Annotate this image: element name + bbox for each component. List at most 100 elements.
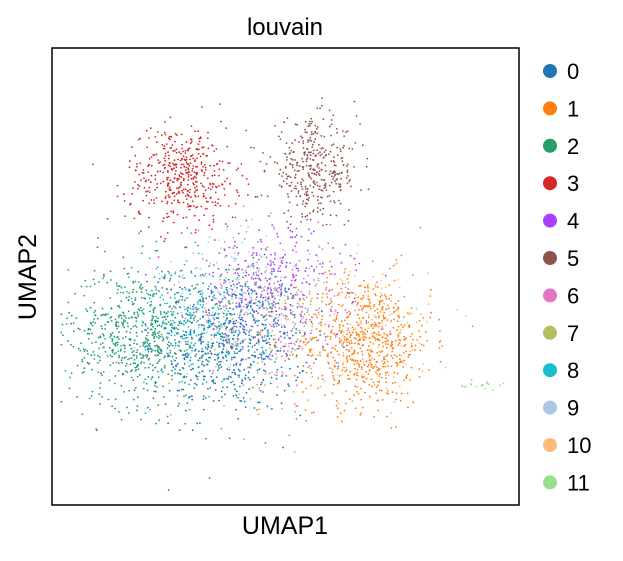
scatter-point-cluster-0	[346, 292, 349, 294]
scatter-point-cluster-2	[150, 319, 153, 322]
scatter-point-cluster-3	[217, 202, 219, 205]
scatter-point-cluster-4	[310, 332, 312, 334]
scatter-point-cluster-1	[356, 371, 359, 374]
scatter-point-cluster-6	[284, 317, 287, 320]
scatter-point-cluster-1	[362, 339, 365, 341]
scatter-point-cluster-5	[355, 115, 358, 117]
scatter-point-cluster-1	[305, 419, 308, 422]
scatter-point-cluster-0	[262, 296, 265, 299]
scatter-point-cluster-1	[360, 368, 363, 370]
scatter-point-cluster-1	[384, 358, 386, 361]
scatter-point-cluster-5	[311, 146, 314, 149]
scatter-point-cluster-2	[150, 350, 153, 353]
scatter-point-cluster-1	[385, 392, 388, 394]
scatter-point-cluster-10	[333, 346, 335, 349]
scatter-point-cluster-1	[397, 344, 400, 346]
scatter-point-cluster-5	[366, 157, 369, 160]
scatter-point-cluster-3	[150, 156, 153, 158]
scatter-point-cluster-4	[247, 287, 250, 290]
scatter-point-cluster-0	[212, 400, 215, 402]
scatter-point-cluster-1	[319, 329, 322, 332]
scatter-point-cluster-10	[354, 309, 357, 312]
scatter-point-cluster-7	[256, 383, 258, 386]
scatter-point-cluster-2	[110, 319, 113, 322]
scatter-point-cluster-3	[166, 212, 169, 215]
scatter-point-cluster-10	[397, 279, 400, 281]
scatter-point-cluster-2	[120, 359, 123, 362]
scatter-point-cluster-6	[300, 310, 303, 313]
scatter-point-cluster-0	[276, 368, 279, 371]
scatter-point-cluster-3	[221, 183, 223, 186]
scatter-point-cluster-4	[306, 218, 308, 221]
scatter-point-cluster-8	[193, 319, 195, 322]
scatter-point-cluster-6	[291, 268, 294, 271]
scatter-point-cluster-3	[188, 208, 191, 211]
scatter-point-cluster-0	[258, 401, 261, 404]
scatter-point-cluster-8	[226, 290, 229, 293]
scatter-point-cluster-3	[206, 177, 209, 180]
scatter-point-cluster-0	[147, 344, 150, 347]
scatter-point-cluster-0	[281, 283, 284, 286]
scatter-point-cluster-5	[320, 178, 323, 181]
scatter-point-cluster-2	[118, 411, 120, 413]
scatter-point-cluster-0	[221, 298, 224, 300]
scatter-point-cluster-2	[86, 332, 89, 335]
scatter-point-cluster-5	[318, 167, 320, 169]
scatter-point-cluster-4	[294, 245, 297, 248]
scatter-point-cluster-5	[303, 193, 306, 196]
scatter-point-cluster-0	[196, 308, 199, 311]
scatter-point-cluster-2	[60, 313, 63, 316]
scatter-point-cluster-0	[243, 326, 246, 328]
scatter-point-cluster-0	[286, 331, 289, 334]
scatter-point-cluster-3	[177, 201, 180, 204]
scatter-point-cluster-2	[102, 313, 105, 316]
scatter-point-cluster-0	[193, 304, 195, 306]
scatter-point-cluster-1	[333, 332, 335, 335]
scatter-point-cluster-7	[260, 256, 263, 258]
scatter-point-cluster-5	[323, 135, 326, 138]
scatter-point-cluster-1	[360, 308, 363, 311]
scatter-point-cluster-1	[361, 350, 363, 353]
scatter-point-cluster-3	[92, 163, 94, 166]
scatter-point-cluster-3	[187, 194, 189, 197]
scatter-point-cluster-1	[375, 333, 378, 336]
scatter-point-cluster-1	[363, 363, 366, 366]
scatter-point-cluster-4	[268, 353, 271, 356]
scatter-point-cluster-5	[332, 160, 335, 162]
scatter-point-cluster-0	[251, 314, 254, 316]
scatter-point-cluster-3	[154, 174, 157, 177]
scatter-point-cluster-4	[245, 219, 248, 222]
scatter-point-cluster-0	[249, 312, 252, 315]
scatter-point-cluster-10	[360, 320, 362, 322]
scatter-point-cluster-5	[286, 156, 288, 159]
scatter-point-cluster-3	[167, 171, 169, 174]
scatter-point-cluster-9	[229, 364, 232, 366]
scatter-point-cluster-4	[244, 298, 247, 301]
scatter-point-cluster-3	[147, 171, 149, 174]
scatter-point-cluster-6	[389, 330, 392, 333]
scatter-point-cluster-5	[300, 183, 302, 186]
scatter-point-cluster-3	[171, 162, 174, 165]
scatter-point-cluster-5	[333, 200, 335, 202]
scatter-point-cluster-1	[374, 293, 376, 296]
scatter-point-cluster-9	[278, 337, 280, 339]
scatter-point-cluster-5	[281, 175, 284, 178]
scatter-point-cluster-10	[342, 334, 344, 336]
scatter-point-cluster-10	[390, 412, 392, 414]
scatter-point-cluster-6	[324, 339, 327, 342]
scatter-point-cluster-3	[167, 151, 170, 154]
scatter-point-cluster-6	[298, 259, 301, 262]
scatter-point-cluster-2	[145, 382, 148, 385]
scatter-point-cluster-2	[128, 292, 131, 294]
scatter-point-cluster-1	[364, 391, 366, 394]
scatter-point-cluster-1	[341, 344, 343, 347]
scatter-point-cluster-3	[247, 193, 249, 196]
scatter-point-cluster-5	[312, 168, 314, 171]
scatter-point-cluster-5	[353, 100, 356, 103]
scatter-point-cluster-5	[340, 177, 342, 180]
scatter-point-cluster-4	[210, 323, 213, 325]
scatter-point-cluster-4	[289, 262, 291, 264]
scatter-point-cluster-2	[76, 364, 79, 367]
scatter-point-cluster-2	[231, 293, 234, 296]
scatter-point-cluster-0	[247, 286, 249, 288]
